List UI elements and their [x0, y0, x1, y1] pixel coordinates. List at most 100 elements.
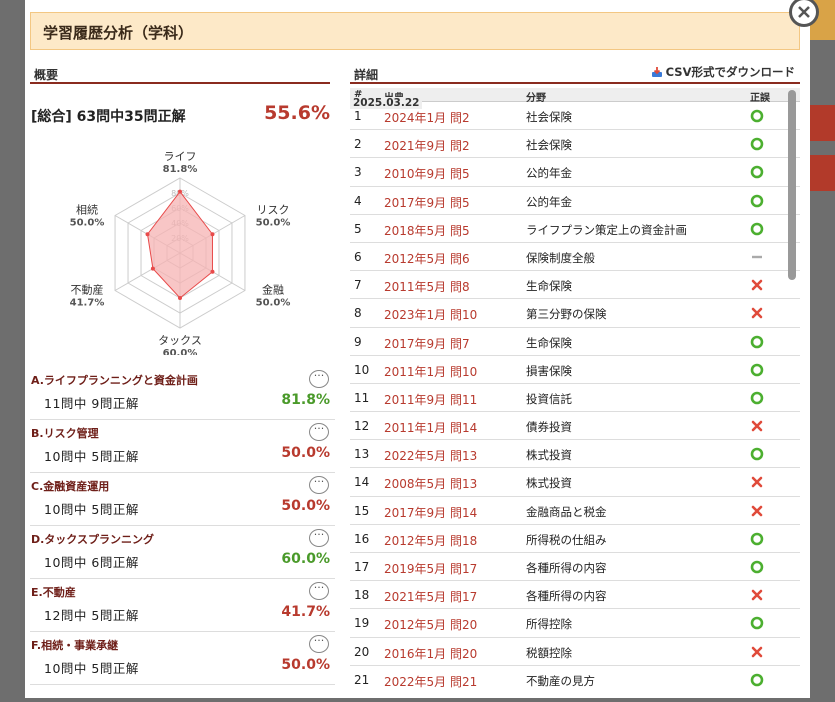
- modal-title: 学習履歴分析（学科）: [43, 24, 194, 42]
- correct-circle-icon: [750, 363, 764, 377]
- row-number: 12: [354, 419, 370, 434]
- category-percent: 81.8%: [281, 392, 330, 408]
- row-field: 公的年金: [526, 194, 572, 209]
- question-source-link[interactable]: 2011年9月 問11: [384, 392, 478, 407]
- question-source-link[interactable]: 2017年9月 問5: [384, 195, 470, 210]
- radar-chart: 20%40%60%80%ライフ81.8%リスク50.0%金融50.0%タックス6…: [70, 150, 291, 355]
- question-source-link[interactable]: 2016年1月 問20: [384, 646, 478, 661]
- more-options-button[interactable]: ···: [309, 370, 329, 388]
- table-row: 8 2023年1月 問10 第三分野の保険: [350, 299, 800, 328]
- radar-axis-label: 不動産: [71, 283, 104, 297]
- details-panel: 詳細 CSV形式でダウンロード # 出典 分野 正誤 2025.03.22 12…: [350, 60, 800, 688]
- more-options-button[interactable]: ···: [309, 423, 329, 441]
- row-field: 金融商品と税金: [526, 504, 607, 519]
- col-header-result: 正誤: [750, 93, 770, 104]
- radar-axis-percent: 50.0%: [256, 298, 291, 309]
- question-source-link[interactable]: 2018年5月 問5: [384, 223, 470, 238]
- question-source-link[interactable]: 2017年9月 問14: [384, 505, 478, 520]
- question-source-link[interactable]: 2017年9月 問7: [384, 336, 470, 351]
- question-source-link[interactable]: 2011年5月 問8: [384, 280, 470, 295]
- wrong-cross-icon: [750, 645, 764, 659]
- table-row: 10 2011年1月 問10 損害保険: [350, 356, 800, 384]
- close-button[interactable]: [789, 0, 819, 27]
- question-source-link[interactable]: 2021年9月 問2: [384, 139, 470, 154]
- wrong-cross-icon: [750, 588, 764, 602]
- question-source-link[interactable]: 2011年1月 問10: [384, 364, 478, 379]
- row-field: 各種所得の内容: [526, 561, 607, 575]
- table-row: 21 2022年5月 問21 不動産の見方: [350, 666, 800, 688]
- category-percent: 60.0%: [281, 551, 330, 567]
- table-row: 12 2011年1月 問14 債券投資: [350, 412, 800, 441]
- radar-axis-label: 相続: [76, 203, 98, 217]
- more-options-button[interactable]: ···: [309, 582, 329, 600]
- category-item: A.ライフプランニングと資金計画 ··· 11問中 9問正解 81.8%: [30, 367, 335, 420]
- radar-axis-percent: 60.0%: [163, 348, 198, 355]
- question-source-link[interactable]: 2012年5月 問18: [384, 533, 478, 548]
- row-number: 6: [354, 249, 362, 264]
- correct-circle-icon: [750, 109, 764, 123]
- question-source-link[interactable]: 2021年5月 問17: [384, 590, 478, 605]
- analysis-modal: 学習履歴分析（学科） 概要 [総合] 63問中35問正解 55.6% 20%40…: [25, 0, 810, 698]
- question-source-link[interactable]: 2022年5月 問21: [384, 674, 478, 688]
- more-options-button[interactable]: ···: [309, 476, 329, 494]
- row-field: 生命保険: [526, 335, 572, 350]
- radar-axis-label: リスク: [257, 204, 290, 217]
- question-source-link[interactable]: 2010年9月 問5: [384, 167, 470, 182]
- category-stats: 10問中 5問正解: [44, 661, 139, 676]
- background-strip: [805, 105, 835, 141]
- category-name: C.金融資産運用: [31, 480, 110, 493]
- question-source-link[interactable]: 2011年1月 問14: [384, 421, 478, 436]
- question-source-link[interactable]: 2008年5月 問13: [384, 477, 478, 492]
- csv-download-link[interactable]: CSV形式でダウンロード: [651, 64, 795, 80]
- wrong-cross-icon: [750, 475, 764, 489]
- row-field: 社会保険: [526, 110, 572, 124]
- radar-data-point: [178, 189, 182, 194]
- category-stats: 10問中 5問正解: [44, 449, 139, 464]
- row-number: 4: [354, 193, 362, 208]
- table-row: 15 2017年9月 問14 金融商品と税金: [350, 497, 800, 525]
- table-row: 17 2019年5月 問17 各種所得の内容: [350, 553, 800, 582]
- correct-circle-icon: [750, 137, 764, 151]
- category-percent: 50.0%: [281, 445, 330, 461]
- overall-summary: [総合] 63問中35問正解 55.6%: [30, 98, 330, 128]
- row-number: 8: [354, 306, 362, 321]
- row-number: 1: [354, 109, 362, 123]
- category-stats: 10問中 6問正解: [44, 555, 139, 570]
- more-options-button[interactable]: ···: [309, 635, 329, 653]
- question-source-link[interactable]: 2024年1月 問2: [384, 111, 470, 125]
- table-row: 7 2011年5月 問8 生命保険: [350, 271, 800, 300]
- summary-text: [総合] 63問中35問正解: [31, 109, 186, 125]
- details-table: # 出典 分野 正誤 2025.03.22 1 2024年1月 問2 社会保険 2 20…: [350, 88, 800, 688]
- table-row: 5 2018年5月 問5 ライフプラン策定上の資金計画: [350, 215, 800, 243]
- table-row: 11 2011年9月 問11 投資信託: [350, 384, 800, 413]
- more-options-button[interactable]: ···: [309, 529, 329, 547]
- question-source-link[interactable]: 2012年5月 問20: [384, 618, 478, 633]
- correct-circle-icon: [750, 165, 764, 179]
- table-row: 3 2010年9月 問5 公的年金: [350, 158, 800, 187]
- radar-data-point: [210, 269, 215, 274]
- row-field: 社会保険: [526, 138, 572, 153]
- row-number: 5: [354, 221, 362, 236]
- details-heading-label: 詳細: [354, 68, 379, 82]
- table-header: # 出典 分野 正誤 2025.03.22: [350, 88, 800, 109]
- question-source-link[interactable]: 2023年1月 問10: [384, 308, 478, 323]
- question-source-link[interactable]: 2022年5月 問13: [384, 449, 478, 464]
- csv-download-label: CSV形式でダウンロード: [665, 65, 795, 79]
- question-source-link[interactable]: 2019年5月 問17: [384, 562, 478, 576]
- question-source-link[interactable]: 2012年5月 問6: [384, 251, 470, 266]
- category-stats: 12問中 5問正解: [44, 608, 139, 623]
- category-name: E.不動産: [31, 586, 76, 599]
- radar-axis-percent: 41.7%: [70, 298, 105, 309]
- category-name: D.タックスプランニング: [31, 533, 154, 546]
- col-header-field: 分野: [526, 93, 546, 104]
- row-field: 保険制度全般: [526, 250, 595, 265]
- row-number: 13: [354, 447, 370, 462]
- row-field: 所得控除: [526, 617, 572, 632]
- wrong-cross-icon: [750, 306, 764, 320]
- scrollbar-thumb[interactable]: [788, 90, 796, 280]
- row-field: 株式投資: [526, 448, 572, 463]
- table-row: 2 2021年9月 問2 社会保険: [350, 130, 800, 159]
- table-row: 6 2012年5月 問6 保険制度全般: [350, 243, 800, 272]
- background-strip: [805, 155, 835, 191]
- col-header-no: #: [354, 89, 363, 100]
